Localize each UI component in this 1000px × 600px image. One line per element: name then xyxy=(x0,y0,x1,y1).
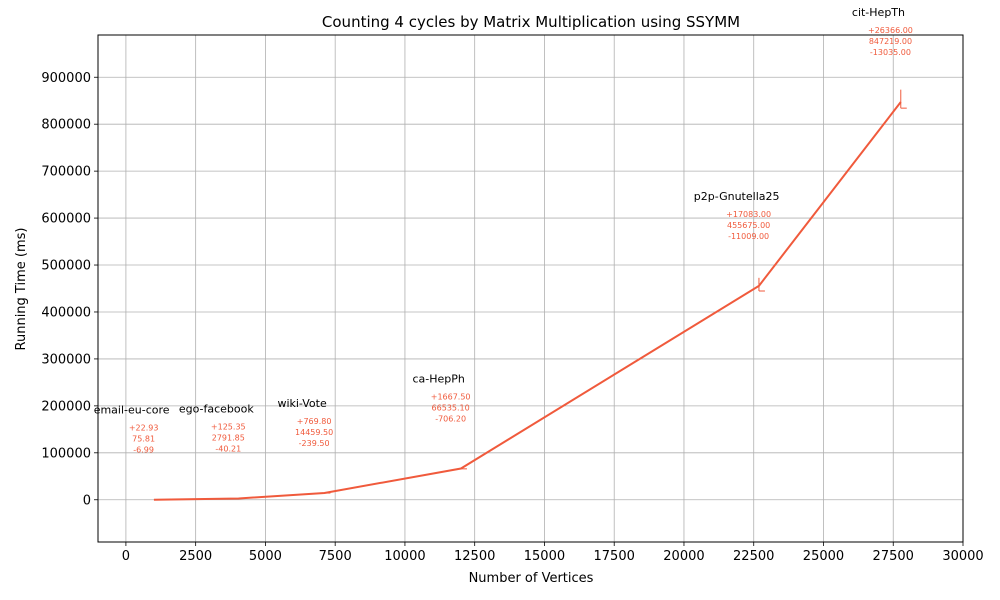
point-stat-label: +1667.50 xyxy=(431,393,471,402)
point-label: ca-HepPh xyxy=(412,373,464,386)
x-tick-label: 15000 xyxy=(524,549,565,564)
y-tick-label: 600000 xyxy=(41,212,91,227)
point-stat-label: 14459.50 xyxy=(295,428,333,437)
x-tick-label: 17500 xyxy=(594,549,635,564)
point-stat-label: 66535.10 xyxy=(432,404,470,413)
point-stat-label: +26366.00 xyxy=(868,26,913,35)
x-tick-label: 7500 xyxy=(319,549,352,564)
point-stat-label: +22.93 xyxy=(129,424,159,433)
y-tick-label: 700000 xyxy=(41,165,91,180)
y-axis-title: Running Time (ms) xyxy=(14,228,29,351)
x-tick-label: 5000 xyxy=(249,549,282,564)
point-stat-label: +17083.00 xyxy=(726,210,771,219)
x-tick-label: 2500 xyxy=(179,549,212,564)
y-tick-label: 900000 xyxy=(41,71,91,86)
y-tick-label: 200000 xyxy=(41,399,91,414)
point-stat-label: -40.21 xyxy=(215,444,241,453)
x-axis-title: Number of Vertices xyxy=(469,571,594,586)
x-tick-label: 30000 xyxy=(942,549,983,564)
point-stat-label: 75.81 xyxy=(132,435,155,444)
point-label: p2p-Gnutella25 xyxy=(694,190,780,203)
series xyxy=(153,89,907,501)
chart-title: Counting 4 cycles by Matrix Multiplicati… xyxy=(322,13,740,31)
point-stat-label: -706.20 xyxy=(435,415,466,424)
point-stat-label: -11009.00 xyxy=(728,232,769,241)
x-tick-label: 20000 xyxy=(663,549,704,564)
point-stat-label: 455675.00 xyxy=(727,221,770,230)
y-tick-label: 500000 xyxy=(41,259,91,274)
axis-ticks: 0 2500 5000 7500 10000 12500 15000 17500 20000 22… xyxy=(41,71,983,564)
point-label: ego-facebook xyxy=(179,402,255,415)
grid xyxy=(98,35,964,542)
point-annotations: email-eu-core +22.93 75.81 -6.99 ego-faceboo… xyxy=(94,6,913,455)
y-tick-label: 0 xyxy=(83,493,91,508)
x-tick-label: 27500 xyxy=(873,549,914,564)
y-tick-label: 300000 xyxy=(41,352,91,367)
point-stat-label: +125.35 xyxy=(211,422,246,431)
point-label: cit-HepTh xyxy=(852,6,905,19)
x-tick-label: 0 xyxy=(122,549,130,564)
y-tick-label: 100000 xyxy=(41,446,91,461)
point-stat-label: 847219.00 xyxy=(869,37,912,46)
point-label: email-eu-core xyxy=(94,404,170,417)
x-tick-label: 25000 xyxy=(803,549,844,564)
x-tick-label: 12500 xyxy=(454,549,495,564)
point-stat-label: +769.80 xyxy=(297,417,332,426)
point-stat-label: -13035.00 xyxy=(870,48,911,57)
point-stat-label: 2791.85 xyxy=(212,433,245,442)
point-stat-label: -239.50 xyxy=(299,439,330,448)
point-label: wiki-Vote xyxy=(277,397,327,410)
x-tick-label: 10000 xyxy=(384,549,425,564)
series-line xyxy=(153,101,902,501)
plot-frame xyxy=(97,34,964,543)
y-tick-label: 400000 xyxy=(41,305,91,320)
point-stat-label: -6.99 xyxy=(133,446,154,455)
y-tick-label: 800000 xyxy=(41,118,91,133)
x-tick-label: 22500 xyxy=(733,549,774,564)
